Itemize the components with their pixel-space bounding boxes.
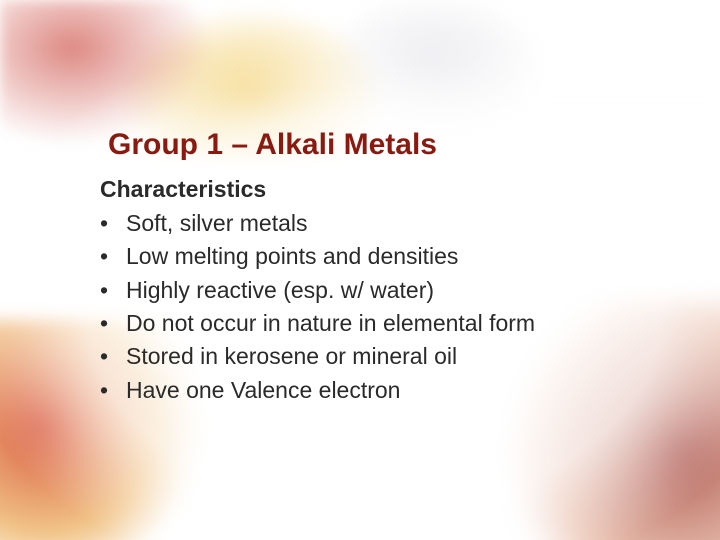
- list-item: •Have one Valence electron: [100, 374, 690, 407]
- bullet-icon: •: [100, 207, 126, 240]
- slide-title: Group 1 – Alkali Metals: [108, 128, 690, 162]
- bullet-icon: •: [100, 240, 126, 273]
- list-item-text: Low melting points and densities: [126, 240, 458, 273]
- bullet-icon: •: [100, 340, 126, 373]
- slide-content: Group 1 – Alkali Metals Characteristics …: [0, 0, 720, 407]
- bullet-icon: •: [100, 374, 126, 407]
- list-item-text: Do not occur in nature in elemental form: [126, 307, 535, 340]
- list-item-text: Stored in kerosene or mineral oil: [126, 340, 457, 373]
- list-item-text: Soft, silver metals: [126, 207, 308, 240]
- list-item: •Highly reactive (esp. w/ water): [100, 274, 690, 307]
- list-item: •Stored in kerosene or mineral oil: [100, 340, 690, 373]
- slide-subtitle: Characteristics: [100, 176, 690, 203]
- list-item-text: Highly reactive (esp. w/ water): [126, 274, 434, 307]
- list-item: •Do not occur in nature in elemental for…: [100, 307, 690, 340]
- bullet-icon: •: [100, 274, 126, 307]
- bullet-list: •Soft, silver metals •Low melting points…: [100, 207, 690, 407]
- bullet-icon: •: [100, 307, 126, 340]
- list-item: •Low melting points and densities: [100, 240, 690, 273]
- list-item: •Soft, silver metals: [100, 207, 690, 240]
- list-item-text: Have one Valence electron: [126, 374, 400, 407]
